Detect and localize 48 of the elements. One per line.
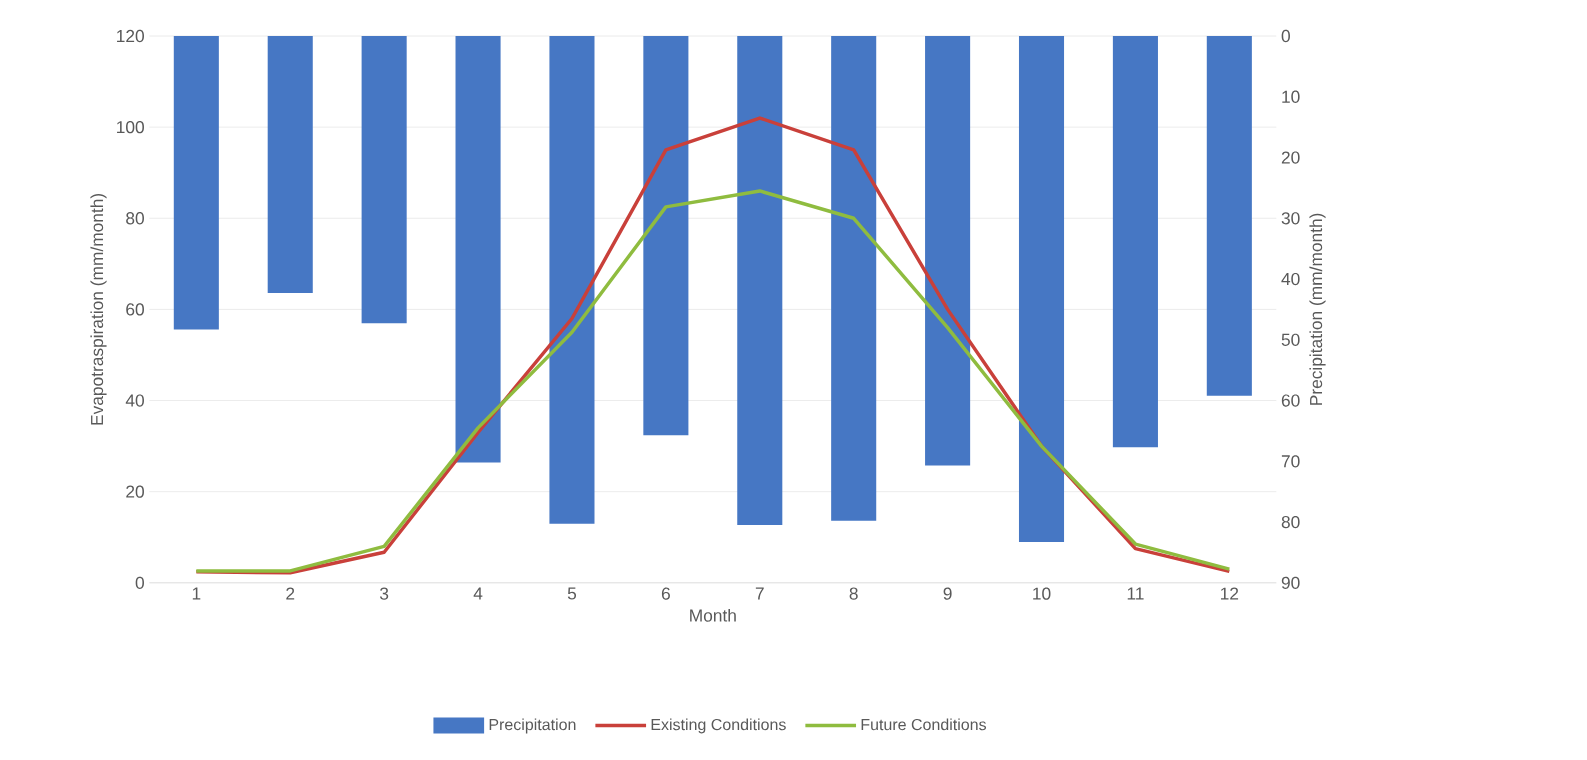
y2-tick-label: 20 [1281,151,1300,164]
x-tick-label: 7 [755,587,764,600]
x-tick-label: 2 [286,587,295,600]
y2-tick-label: 0 [1281,29,1290,43]
x-tick-label: 8 [849,587,858,600]
bar [1112,35,1158,448]
legend-label: Future Conditions [861,718,987,731]
y2-tick-label: 70 [1281,455,1300,468]
y2-axis-title: Precipitation (mm/month) [1309,213,1326,405]
x-tick-label: 6 [661,587,670,600]
x-tick-label: 4 [473,587,483,600]
y2-tick-label: 10 [1282,90,1300,103]
x-tick-label: 12 [1221,587,1239,600]
y-tick-label: 20 [126,485,144,498]
bar [643,35,689,436]
y2-tick-label: 40 [1281,272,1300,286]
legend-label: Precipitation [489,718,576,734]
line-series [194,189,1232,573]
bar [173,35,219,330]
bar [549,35,595,524]
x-axis-title: Month [690,608,736,622]
x-tick-label: 5 [567,587,577,600]
legend-label: Existing Conditions [651,718,786,734]
y-axis-title: Evapotraspiration (mm/month) [90,193,107,425]
y-tick-label: 80 [126,212,144,225]
y-tick-label: 60 [126,303,144,316]
y2-tick-label: 90 [1281,576,1300,589]
x-tick-label: 3 [379,587,389,600]
bar [1018,35,1065,543]
y-tick-label: 100 [117,120,144,134]
y2-tick-label: 30 [1281,212,1300,225]
bar [925,35,971,466]
y2-tick-label: 60 [1281,394,1300,407]
y-tick-label: 120 [117,29,144,43]
y-tick-label: 0 [135,576,144,589]
x-tick-label: 9 [943,587,952,600]
y-tick-label: 40 [125,394,144,407]
bar [455,35,501,463]
x-tick-label: 10 [1033,587,1051,600]
bar [361,35,407,324]
y2-tick-label: 80 [1281,515,1300,529]
y2-tick-label: 50 [1281,333,1300,346]
bar [1206,35,1252,396]
bar [737,35,783,525]
bar [831,35,877,521]
bar [267,35,313,293]
x-tick-label: 1 [192,587,201,600]
x-tick-label: 11 [1127,587,1144,600]
